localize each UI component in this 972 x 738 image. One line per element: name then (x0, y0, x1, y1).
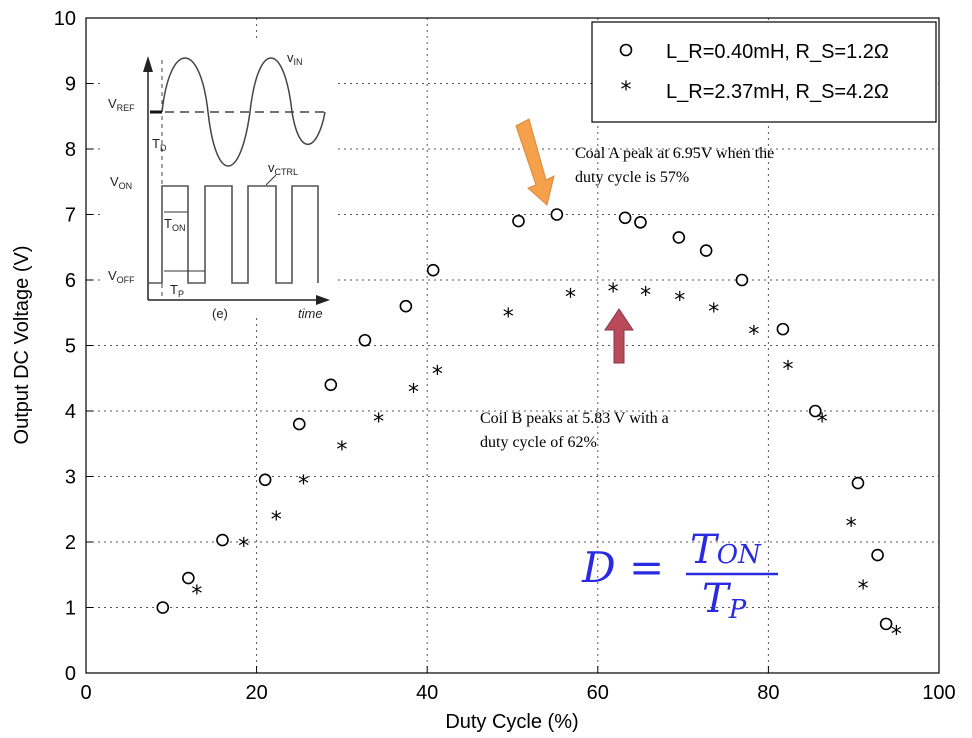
inset-time-label: time (298, 306, 323, 321)
y-tick-label: 9 (65, 74, 76, 96)
data-point-series-1 (182, 571, 195, 585)
inset-background (104, 42, 336, 314)
data-point-series-1 (776, 322, 790, 336)
data-point-series-2: * (708, 300, 719, 325)
x-tick-label: 20 (245, 682, 267, 704)
data-point-series-2: * (432, 363, 443, 388)
inset-vref-label: VREF (108, 96, 135, 113)
data-point-series-2: * (238, 534, 249, 559)
data-point-series-2: * (891, 623, 902, 648)
x-tick-label: 60 (587, 682, 609, 704)
data-point-series-1 (618, 211, 632, 225)
data-point-series-2: * (817, 410, 828, 435)
data-point-series-1 (324, 378, 338, 392)
data-point-series-2: * (846, 515, 857, 540)
annotations: Coal A peak at 6.95V when the duty cycle… (480, 118, 774, 451)
x-tick-label: 80 (757, 682, 779, 704)
legend-box (591, 21, 937, 123)
data-point-series-2: * (783, 357, 794, 382)
data-point-series-1 (292, 417, 306, 431)
data-point-series-2: * (858, 577, 869, 602)
formula-denominator: TP (702, 576, 747, 625)
coil-b-arrow (604, 308, 634, 364)
data-point-series-1 (634, 216, 647, 229)
inset-ton-label: TON (164, 216, 185, 233)
inset-x-axis-arrow (316, 295, 330, 305)
inset-vin-label: vIN (287, 50, 303, 67)
legend-label-series-2: L_R=2.37mH, R_S=4.2Ω (666, 81, 889, 103)
y-tick-label: 3 (65, 467, 76, 489)
duty-cycle-formula: D = TON TP (581, 527, 778, 625)
inset-vctrl-leader (265, 174, 277, 186)
x-tick-label: 0 (80, 682, 91, 704)
data-point-series-1 (550, 208, 564, 221)
formula-lhs: D = (581, 543, 664, 592)
data-point-series-1 (672, 231, 686, 244)
data-point-series-1 (871, 548, 884, 562)
y-tick-label: 8 (65, 139, 76, 161)
inset-vctrl-label: vCTRL (268, 160, 298, 177)
formula-numerator: TON (690, 527, 762, 573)
data-point-series-2: * (373, 410, 384, 435)
y-tick-label: 10 (54, 8, 76, 30)
x-tick-label: 40 (416, 682, 438, 704)
inset-voff-label: VOFF (108, 268, 135, 285)
coil-a-annotation-line-1: Coal A peak at 6.95V when the (575, 145, 774, 162)
y-tick-label: 2 (65, 532, 76, 554)
inset-waveform-diagram: vIN VREF TD vCTRL VON TON VOFF TP time (… (104, 42, 336, 321)
coil-a-arrow (515, 118, 555, 206)
inset-von-label: VON (110, 174, 132, 191)
legend-marker-series-1 (619, 43, 633, 57)
y-tick-label: 1 (65, 598, 76, 620)
data-point-series-1 (699, 244, 713, 257)
x-axis-title: Duty Cycle (%) (445, 711, 578, 733)
inset-panel-label: (e) (212, 306, 228, 321)
y-tick-label: 4 (65, 401, 76, 423)
data-point-series-2: * (191, 582, 202, 607)
y-tick-label: 7 (65, 205, 76, 227)
data-point-series-1 (358, 333, 372, 347)
axes: 0 20 40 60 80 100 0 1 2 3 4 5 6 7 8 9 10 (54, 8, 956, 704)
data-point-series-1 (216, 533, 229, 547)
data-point-series-1 (512, 214, 525, 228)
data-point-series-2: * (748, 323, 759, 348)
data-point-series-1 (399, 299, 413, 313)
data-point-series-1 (809, 404, 822, 418)
data-point-series-1 (851, 476, 865, 490)
data-point-series-2: * (565, 285, 576, 310)
plot-frame (85, 17, 940, 674)
coil-b-annotation-line-2: duty cycle of 62% (480, 434, 597, 451)
data-point-series-2: * (271, 508, 282, 533)
data-point-series-1 (735, 273, 749, 287)
data-point-series-1 (879, 617, 893, 631)
data-point-series-1 (426, 263, 440, 277)
data-point-series-1 (258, 473, 272, 487)
inset-tp-label: TP (170, 282, 184, 299)
inset-y-axis-arrow (143, 56, 153, 72)
data-point-series-2: * (640, 283, 651, 308)
y-tick-label: 5 (65, 336, 76, 358)
legend-label-series-1: L_R=0.40mH, R_S=1.2Ω (666, 41, 889, 63)
inset-td-label: TD (152, 136, 167, 153)
data-point-series-2: * (408, 380, 419, 405)
coil-a-annotation-line-2: duty cycle is 57% (575, 169, 689, 186)
data-point-series-2: * (336, 438, 347, 463)
y-tick-label: 0 (65, 663, 76, 685)
data-point-series-2: * (608, 280, 619, 305)
legend-marker-series-2: * (621, 78, 632, 103)
data-point-series-2: * (298, 472, 309, 497)
legend: L_R=0.40mH, R_S=1.2Ω * L_R=2.37mH, R_S=4… (591, 21, 937, 123)
inset-vin-sine (161, 57, 326, 167)
data-point-series-1 (156, 601, 170, 614)
data-point-series-2: * (503, 305, 514, 330)
y-axis-title: Output DC Voltage (V) (11, 246, 33, 445)
x-tick-label: 100 (922, 682, 955, 704)
data-points: * * * * * * * * * * * * * * * * * * * * (156, 208, 902, 648)
coil-b-annotation-line-1: Coil B peaks at 5.83 V with a (480, 410, 669, 427)
y-tick-label: 6 (65, 270, 76, 292)
data-point-series-2: * (674, 289, 685, 314)
inset-vctrl-pulses (148, 185, 319, 284)
